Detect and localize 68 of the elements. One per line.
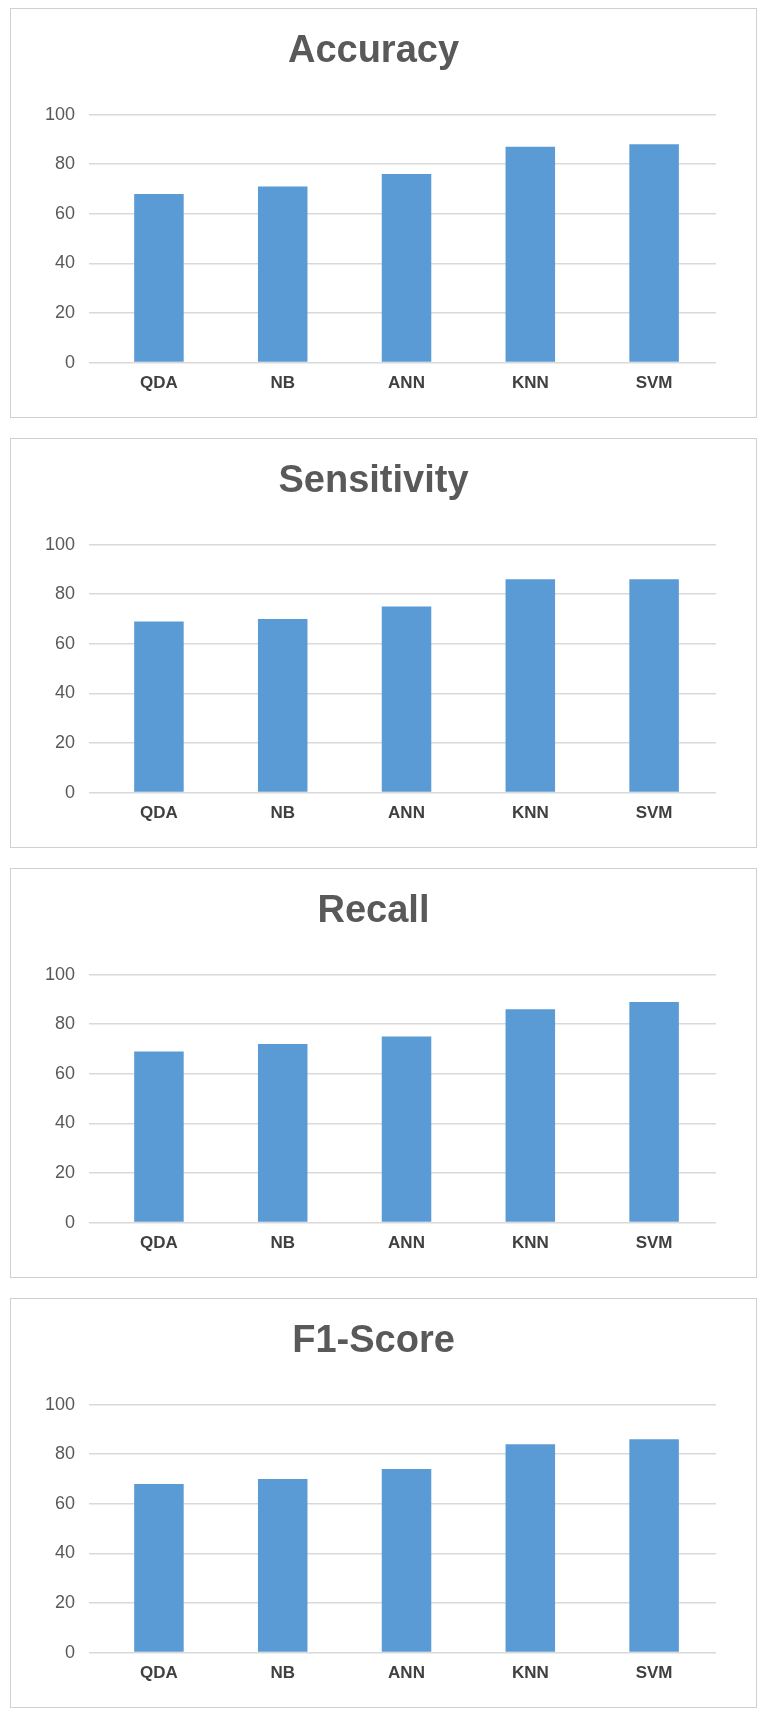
bar [629,1001,679,1222]
x-tick-label: ANN [388,1663,425,1683]
bar [629,144,679,362]
chart-title: Sensitivity [278,458,469,501]
y-tick-label: 80 [55,1013,76,1034]
y-tick-label: 80 [55,153,76,174]
x-tick-label: ANN [388,373,425,393]
bar [257,1479,308,1652]
y-tick-label: 40 [55,252,76,273]
y-tick-label: 80 [55,583,76,604]
y-tick-label: 40 [55,682,76,703]
x-tick-label: ANN [388,1233,425,1253]
bar [381,1469,432,1652]
y-tick-label: 80 [55,1443,76,1464]
y-tick-label: 100 [44,1393,76,1414]
x-tick-label: QDA [140,1663,178,1683]
bar [257,186,308,362]
x-tick-label: SVM [635,373,673,393]
bar [505,1444,556,1652]
x-tick-label: KNN [511,373,549,393]
x-tick-label: SVM [635,1663,673,1683]
x-tick-label: QDA [140,1233,178,1253]
x-tick-label: NB [270,373,295,393]
y-tick-label: 20 [55,301,76,322]
x-tick-label: SVM [635,1233,673,1253]
y-tick-label: 60 [55,1492,76,1513]
y-tick-label: 100 [44,103,76,124]
y-tick-label: 20 [55,731,76,752]
y-tick-label: 0 [65,1641,76,1662]
bar [505,146,556,362]
y-tick-label: 60 [55,1062,76,1083]
bar [505,1009,556,1222]
bar [134,1051,184,1222]
y-tick-label: 40 [55,1112,76,1133]
x-tick-label: SVM [635,803,673,823]
y-tick-label: 60 [55,202,76,223]
bar [257,1044,308,1222]
chart-title: Recall [317,888,430,931]
x-tick-label: QDA [140,803,178,823]
bar [134,193,184,362]
x-tick-label: QDA [140,373,178,393]
bar [134,621,184,792]
x-tick-label: KNN [511,1233,549,1253]
y-tick-label: 0 [65,1211,76,1232]
y-tick-label: 100 [44,963,76,984]
y-tick-label: 20 [55,1591,76,1612]
bar [257,619,308,792]
bar [629,579,679,792]
y-tick-label: 20 [55,1161,76,1182]
chart-title: F1-Score [292,1318,455,1361]
x-tick-label: NB [270,1233,295,1253]
bar [505,579,556,792]
bar [381,606,432,792]
y-tick-label: 100 [44,533,76,554]
bar [629,1439,679,1652]
chart-title: Accuracy [287,28,460,71]
y-tick-label: 0 [65,351,76,372]
y-tick-label: 60 [55,632,76,653]
bar [381,174,432,362]
x-tick-label: KNN [511,803,549,823]
y-tick-label: 40 [55,1542,76,1563]
x-tick-label: NB [270,803,295,823]
y-tick-label: 0 [65,781,76,802]
x-tick-label: NB [270,1663,295,1683]
x-tick-label: KNN [511,1663,549,1683]
bar [381,1036,432,1222]
bar [134,1483,184,1652]
x-tick-label: ANN [388,803,425,823]
